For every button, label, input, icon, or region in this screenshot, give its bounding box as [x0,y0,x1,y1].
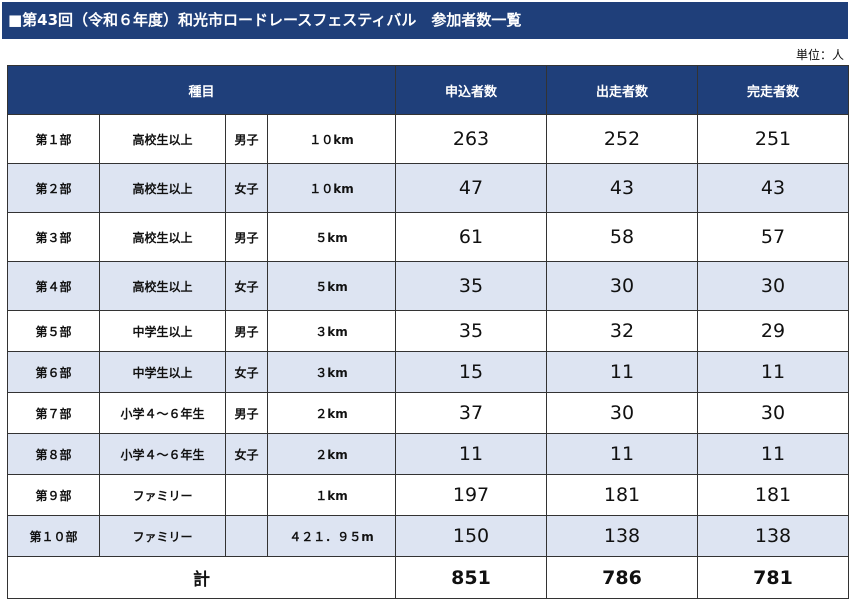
cell-applied: 47 [395,163,548,213]
cell-started: 43 [546,163,699,213]
cell-category: 高校生以上 [99,114,226,164]
table-row: 第７部 小学４～６年生 男子 ２km 37 30 30 [7,392,850,434]
cell-applied: 263 [395,114,548,164]
cell-finished: 11 [697,433,850,475]
table-row: 第４部 高校生以上 女子 ５km 35 30 30 [7,261,850,311]
cell-applied: 37 [395,392,548,434]
cell-sex [225,474,268,516]
cell-applied: 15 [395,351,548,393]
cell-started: 138 [546,515,699,557]
table-row: 第８部 小学４～６年生 女子 ２km 11 11 11 [7,433,850,475]
cell-category: 中学生以上 [99,351,226,393]
cell-distance: ４２１．９５m [266,515,397,557]
cell-sex: 男子 [225,392,268,434]
cell-applied: 197 [395,474,548,516]
cell-sex: 女子 [225,351,268,393]
cell-category: 高校生以上 [99,261,226,311]
cell-finished: 43 [697,163,850,213]
cell-distance: １０km [266,114,397,164]
cell-part: 第８部 [7,433,100,475]
table-row: 第２部 高校生以上 女子 １０km 47 43 43 [7,163,850,213]
header-category: 種目 [6,65,397,115]
unit-label: 単位：人 [795,48,844,62]
cell-applied: 35 [395,261,548,311]
cell-part: 第５部 [7,310,100,352]
cell-finished: 11 [697,351,850,393]
total-label: 計 [6,556,397,599]
cell-category: 小学４～６年生 [99,433,226,475]
cell-sex: 男子 [225,114,268,164]
cell-category: 小学４～６年生 [99,392,226,434]
cell-sex: 女子 [225,433,268,475]
total-row: 計 851 786 781 [6,556,850,599]
header-started: 出走者数 [546,65,699,115]
cell-started: 30 [546,261,699,311]
cell-applied: 150 [395,515,548,557]
cell-applied: 35 [395,310,548,352]
cell-distance: １０km [266,163,397,213]
table-row: 第９部 ファミリー １km 197 181 181 [7,474,850,516]
cell-started: 11 [546,433,699,475]
cell-part: 第４部 [7,261,100,311]
cell-category: 高校生以上 [99,163,226,213]
cell-part: 第６部 [7,351,100,393]
cell-applied: 61 [395,212,548,262]
cell-sex: 男子 [225,310,268,352]
cell-category: 中学生以上 [99,310,226,352]
cell-finished: 30 [697,392,850,434]
cell-finished: 30 [697,261,850,311]
cell-sex [225,515,268,557]
header-applied: 申込者数 [395,65,548,115]
cell-part: 第２部 [7,163,100,213]
cell-distance: ５km [266,212,397,262]
cell-part: 第９部 [7,474,100,516]
cell-started: 58 [546,212,699,262]
header-finished: 完走者数 [697,65,850,115]
table-row: 第５部 中学生以上 男子 ３km 35 32 29 [7,310,850,352]
table-row: 第３部 高校生以上 男子 ５km 61 58 57 [7,212,850,262]
participants-table: 種目 申込者数 出走者数 完走者数 第１部 高校生以上 男子 １０km 263 … [6,65,850,599]
cell-finished: 29 [697,310,850,352]
cell-started: 252 [546,114,699,164]
total-applied: 851 [395,556,548,599]
cell-part: 第７部 [7,392,100,434]
cell-finished: 251 [697,114,850,164]
cell-started: 32 [546,310,699,352]
cell-sex: 男子 [225,212,268,262]
cell-sex: 女子 [225,261,268,311]
cell-category: 高校生以上 [99,212,226,262]
cell-distance: １km [266,474,397,516]
total-started: 786 [546,556,699,599]
cell-sex: 女子 [225,163,268,213]
total-finished: 781 [697,556,850,599]
cell-finished: 57 [697,212,850,262]
cell-distance: ２km [266,433,397,475]
cell-distance: ３km [266,310,397,352]
cell-distance: ３km [266,351,397,393]
cell-started: 30 [546,392,699,434]
cell-started: 181 [546,474,699,516]
cell-distance: ５km [266,261,397,311]
page-title: ■第43回（令和６年度）和光市ロードレースフェスティバル 参加者数一覧 [2,2,848,39]
cell-category: ファミリー [99,515,226,557]
cell-part: 第３部 [7,212,100,262]
header-row: 種目 申込者数 出走者数 完走者数 [6,65,850,115]
table-row: 第６部 中学生以上 女子 ３km 15 11 11 [7,351,850,393]
cell-finished: 181 [697,474,850,516]
cell-part: 第１０部 [7,515,100,557]
table-row: 第１部 高校生以上 男子 １０km 263 252 251 [7,114,850,164]
table-row: 第１０部 ファミリー ４２１．９５m 150 138 138 [7,515,850,557]
cell-finished: 138 [697,515,850,557]
cell-part: 第１部 [7,114,100,164]
cell-started: 11 [546,351,699,393]
cell-distance: ２km [266,392,397,434]
cell-category: ファミリー [99,474,226,516]
cell-applied: 11 [395,433,548,475]
